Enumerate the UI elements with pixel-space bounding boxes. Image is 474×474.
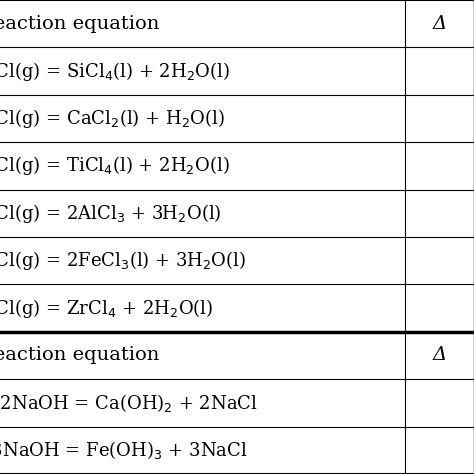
Text: - 3NaOH = Fe(OH)$_3$ + 3NaCl: - 3NaOH = Fe(OH)$_3$ + 3NaCl [0,439,247,461]
Text: + 2NaOH = Ca(OH)$_2$ + 2NaCl: + 2NaOH = Ca(OH)$_2$ + 2NaCl [0,392,257,414]
Text: HCl(g) = ZrCl$_4$ + 2H$_2$O(l): HCl(g) = ZrCl$_4$ + 2H$_2$O(l) [0,297,213,319]
Text: HCl(g) = CaCl$_2$(l) + H$_2$O(l): HCl(g) = CaCl$_2$(l) + H$_2$O(l) [0,107,225,130]
Text: HCl(g) = TiCl$_4$(l) + 2H$_2$O(l): HCl(g) = TiCl$_4$(l) + 2H$_2$O(l) [0,155,229,177]
Text: Reaction equation: Reaction equation [0,15,159,33]
Text: HCl(g) = 2AlCl$_3$ + 3H$_2$O(l): HCl(g) = 2AlCl$_3$ + 3H$_2$O(l) [0,202,221,225]
Text: HCl(g) = 2FeCl$_3$(l) + 3H$_2$O(l): HCl(g) = 2FeCl$_3$(l) + 3H$_2$O(l) [0,249,246,272]
Text: Δ: Δ [433,346,447,365]
Text: Reaction equation: Reaction equation [0,346,159,365]
Text: Δ: Δ [433,15,447,33]
Text: HCl(g) = SiCl$_4$(l) + 2H$_2$O(l): HCl(g) = SiCl$_4$(l) + 2H$_2$O(l) [0,60,229,82]
